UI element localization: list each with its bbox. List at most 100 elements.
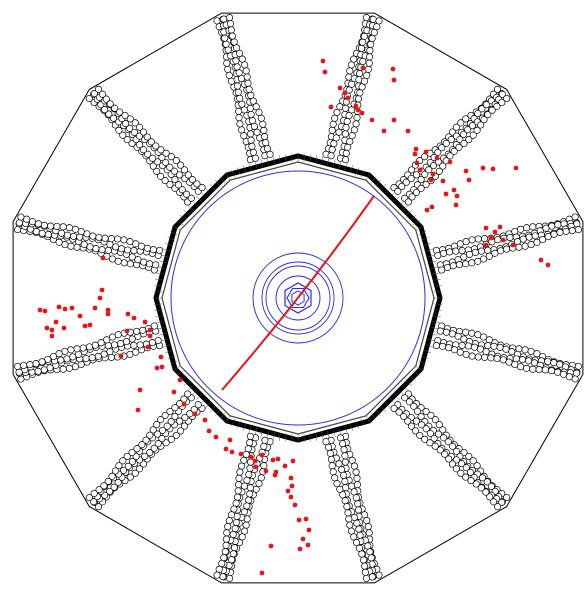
drift-tube xyxy=(219,573,227,581)
drift-tube xyxy=(95,233,103,242)
hit-point xyxy=(303,516,309,522)
drift-tube xyxy=(455,143,463,151)
drift-tube xyxy=(142,436,150,444)
calorimeter-cell xyxy=(157,327,166,330)
drift-tube xyxy=(130,341,138,349)
drift-tube xyxy=(324,443,333,451)
drift-tube xyxy=(460,139,468,148)
drift-tube xyxy=(154,440,162,448)
hit-point xyxy=(288,494,294,500)
hit-point xyxy=(147,327,153,333)
drift-tube xyxy=(361,562,369,570)
hit-point xyxy=(145,344,151,350)
drift-tube xyxy=(342,124,350,132)
drift-tube xyxy=(457,469,465,477)
calorimeter-cell xyxy=(427,254,436,258)
tracker-circle xyxy=(265,265,331,331)
drift-tube xyxy=(119,457,127,465)
drift-tube xyxy=(110,483,118,491)
drift-tube xyxy=(232,499,240,507)
calorimeter-cell xyxy=(162,248,171,252)
detector-hits xyxy=(37,58,551,576)
calorimeter-cell xyxy=(191,389,198,396)
drift-tube xyxy=(357,44,366,52)
drift-tube xyxy=(150,444,158,452)
drift-tube xyxy=(444,438,452,446)
hit-point xyxy=(147,333,153,339)
drift-tube xyxy=(184,390,192,398)
drift-tube xyxy=(107,235,115,243)
drift-tube xyxy=(146,260,154,268)
calorimeter-cell xyxy=(402,385,409,391)
hit-point xyxy=(381,128,387,134)
calorimeter-cell xyxy=(360,418,365,426)
drift-tube xyxy=(548,367,556,375)
drift-tube xyxy=(422,407,430,416)
drift-tube xyxy=(511,360,519,369)
drift-tube xyxy=(454,332,462,340)
drift-tube xyxy=(508,348,516,356)
drift-tube xyxy=(339,491,347,499)
drift-tube xyxy=(452,447,460,455)
drift-tube xyxy=(215,565,223,573)
chamber-sector xyxy=(213,432,274,582)
hit-point xyxy=(37,307,43,313)
calorimeter-cell xyxy=(225,173,231,181)
drift-tube xyxy=(243,502,251,510)
drift-tube xyxy=(472,480,480,488)
drift-tube xyxy=(23,215,31,223)
hit-point xyxy=(443,191,449,197)
drift-tube xyxy=(533,350,541,358)
drift-tube xyxy=(98,90,107,98)
drift-tube xyxy=(134,256,142,264)
drift-tube xyxy=(138,441,146,449)
drift-tube xyxy=(89,232,97,240)
drift-tube xyxy=(32,228,40,236)
drift-tube xyxy=(110,341,119,349)
calorimeter-cell xyxy=(385,402,391,409)
calorimeter-cell xyxy=(231,170,236,178)
drift-tube xyxy=(109,114,118,122)
drift-tube xyxy=(462,328,470,336)
drift-tube xyxy=(257,114,265,122)
calorimeter-cell xyxy=(200,191,207,198)
calorimeter-cell xyxy=(389,191,396,198)
drift-tube xyxy=(571,375,579,383)
drift-tube xyxy=(102,95,110,103)
drift-tube xyxy=(126,473,134,481)
drift-tube xyxy=(405,398,414,406)
hit-point xyxy=(259,570,265,576)
drift-tube xyxy=(223,59,231,67)
tracker-circle xyxy=(252,252,344,344)
calorimeter-cell xyxy=(167,236,175,241)
hit-point xyxy=(466,177,472,183)
drift-tube xyxy=(450,147,458,155)
drift-tube xyxy=(247,91,255,99)
drift-tube xyxy=(502,345,510,353)
drift-tube xyxy=(402,178,410,186)
drift-tube xyxy=(354,506,363,514)
hit-point xyxy=(87,322,93,328)
drift-tube xyxy=(341,477,349,486)
hit-point xyxy=(405,128,411,134)
hit-point xyxy=(253,464,259,470)
drift-tube xyxy=(353,519,361,527)
drift-tube xyxy=(15,219,23,227)
drift-tube xyxy=(352,120,360,128)
drift-tube xyxy=(442,139,450,147)
drift-tube xyxy=(163,422,171,430)
drift-tube xyxy=(246,432,254,440)
drift-tube xyxy=(238,126,246,134)
drift-tube xyxy=(356,69,364,78)
drift-tube xyxy=(394,187,402,195)
drift-tube xyxy=(443,263,451,272)
drift-tube xyxy=(69,353,77,361)
drift-tube xyxy=(412,188,420,196)
drift-tube xyxy=(474,353,482,361)
drift-tube xyxy=(347,61,355,69)
calorimeter-cell xyxy=(380,183,386,191)
drift-tube xyxy=(123,452,131,460)
calorimeter-cell xyxy=(423,242,432,247)
hit-point xyxy=(223,446,229,452)
calorimeter-cell xyxy=(430,266,439,269)
